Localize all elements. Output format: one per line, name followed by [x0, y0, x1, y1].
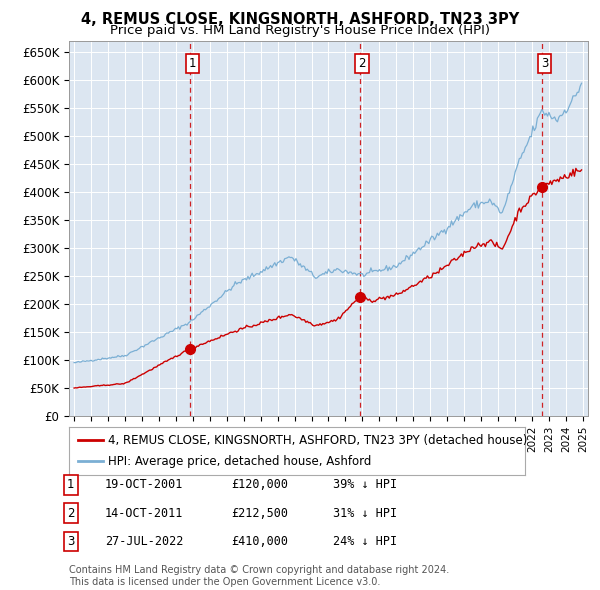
Text: 19-OCT-2001: 19-OCT-2001	[105, 478, 184, 491]
Text: 3: 3	[67, 535, 74, 548]
Text: 1: 1	[189, 57, 196, 70]
Text: £120,000: £120,000	[231, 478, 288, 491]
Text: 2: 2	[358, 57, 366, 70]
Text: 27-JUL-2022: 27-JUL-2022	[105, 535, 184, 548]
Text: 39% ↓ HPI: 39% ↓ HPI	[333, 478, 397, 491]
Text: Price paid vs. HM Land Registry's House Price Index (HPI): Price paid vs. HM Land Registry's House …	[110, 24, 490, 37]
Text: Contains HM Land Registry data © Crown copyright and database right 2024.
This d: Contains HM Land Registry data © Crown c…	[69, 565, 449, 587]
Text: 4, REMUS CLOSE, KINGSNORTH, ASHFORD, TN23 3PY (detached house): 4, REMUS CLOSE, KINGSNORTH, ASHFORD, TN2…	[108, 434, 527, 447]
Text: 3: 3	[541, 57, 548, 70]
Text: £212,500: £212,500	[231, 507, 288, 520]
Text: HPI: Average price, detached house, Ashford: HPI: Average price, detached house, Ashf…	[108, 455, 371, 468]
Text: 24% ↓ HPI: 24% ↓ HPI	[333, 535, 397, 548]
Text: 2: 2	[67, 507, 74, 520]
Text: 31% ↓ HPI: 31% ↓ HPI	[333, 507, 397, 520]
Text: 14-OCT-2011: 14-OCT-2011	[105, 507, 184, 520]
Text: 1: 1	[67, 478, 74, 491]
Text: £410,000: £410,000	[231, 535, 288, 548]
Text: 4, REMUS CLOSE, KINGSNORTH, ASHFORD, TN23 3PY: 4, REMUS CLOSE, KINGSNORTH, ASHFORD, TN2…	[81, 12, 519, 27]
